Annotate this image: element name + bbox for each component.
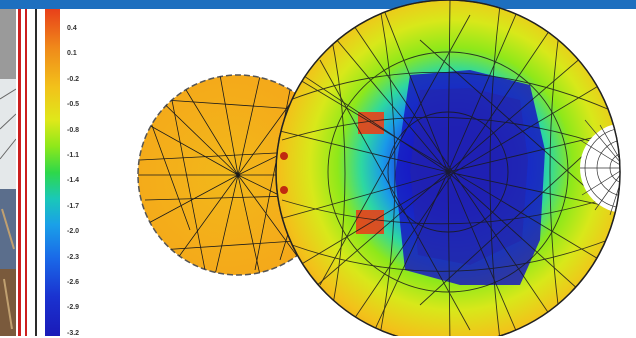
legend-label: -3.2 (67, 329, 80, 337)
side-photo (0, 9, 16, 336)
legend-label: -1.7 (67, 202, 80, 210)
frame-stripe-gap (21, 9, 25, 336)
frame-stripe-inner (25, 9, 27, 336)
legend-label: -0.5 (67, 101, 80, 109)
frame-stripe-outer (18, 9, 21, 336)
legend-label: -0.8 (67, 126, 80, 134)
legend-label: -2.6 (67, 279, 80, 286)
legend-label: 0.1 (67, 50, 77, 58)
right-mesh-detail (579, 119, 620, 216)
large-dome-plot (275, 0, 621, 336)
color-scale-legend: 0.4 0.1 -0.2 -0.5 -0.8 -1.1 -1.4 -1.7 -2.0 -2.3 -2… (45, 9, 105, 337)
header-bar (0, 0, 636, 9)
frame-stripe-dark (35, 9, 37, 336)
legend-label: -2.9 (67, 304, 80, 312)
legend-label: -0.2 (67, 75, 80, 83)
legend-label: -2.0 (67, 228, 80, 236)
legend-label: 0.4 (67, 25, 77, 32)
legend-label: -1.4 (67, 177, 80, 185)
color-scale-bar (45, 9, 60, 336)
legend-label: -1.1 (67, 152, 80, 159)
legend-label: -2.3 (67, 253, 80, 261)
